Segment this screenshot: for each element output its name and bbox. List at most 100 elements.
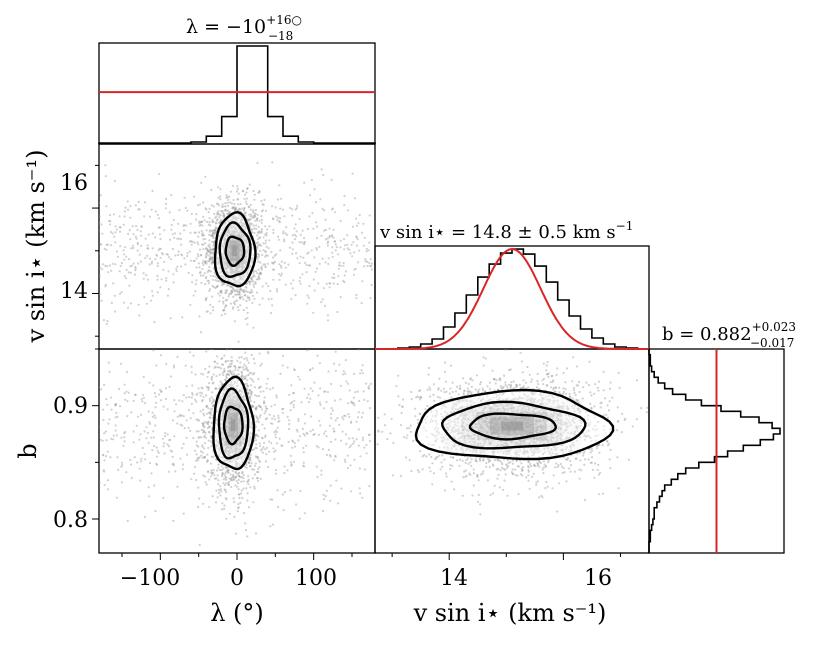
lambda-b-point: [175, 403, 178, 406]
lambda-vsini-point: [271, 205, 274, 208]
lambda-vsini-point: [303, 242, 306, 245]
lambda-vsini-point: [277, 238, 280, 241]
lambda-vsini-point: [238, 290, 241, 293]
lambda-b-point: [245, 382, 248, 385]
lambda-vsini-point: [149, 299, 153, 302]
lambda-vsini-point: [145, 302, 149, 305]
lambda-vsini-point: [204, 207, 207, 210]
lambda-vsini-point: [246, 316, 249, 320]
vsini-b-point: [426, 388, 429, 391]
vsini-b-point: [573, 391, 576, 394]
lambda-b-point: [125, 390, 128, 393]
lambda-vsini-point: [257, 253, 260, 256]
vsini-b-point: [449, 464, 452, 467]
lambda-b-point: [365, 452, 368, 455]
vsini-b-point: [522, 386, 525, 389]
lambda-vsini-point: [211, 306, 215, 309]
lambda-b-point: [257, 435, 260, 438]
lambda-b-point: [217, 483, 220, 486]
lambda-b-point: [254, 408, 258, 411]
lambda-vsini-point: [105, 322, 108, 326]
lambda-b-point: [106, 450, 109, 453]
lambda-vsini-point: [126, 208, 130, 211]
lambda-b-point: [263, 427, 266, 430]
lambda-vsini-point: [158, 226, 161, 229]
lambda-vsini-point: [175, 270, 178, 273]
lambda-b-point: [343, 458, 347, 461]
vsini-b-point: [554, 390, 557, 393]
lambda-b-point: [253, 362, 256, 365]
lambda-vsini-point: [155, 253, 158, 256]
lambda-vsini-point: [134, 265, 137, 269]
lambda-vsini-point: [252, 283, 255, 286]
lambda-vsini-point: [251, 216, 254, 219]
lambda-b-point: [262, 390, 265, 393]
lambda-vsini-point: [216, 227, 219, 230]
lambda-b-point: [342, 370, 345, 373]
lambda-b-point: [254, 394, 257, 397]
lambda-vsini-point: [200, 220, 203, 223]
lambda-vsini-point: [276, 198, 280, 201]
lambda-vsini-point: [135, 224, 138, 228]
lambda-vsini-point: [368, 241, 371, 244]
lambda-b-point: [95, 383, 97, 385]
lambda-b-point: [140, 457, 143, 460]
lambda-b-point: [360, 369, 363, 372]
lambda-b-point: [200, 372, 203, 375]
lambda-vsini-point: [212, 285, 215, 288]
lambda-vsini-point: [196, 253, 199, 256]
lambda-vsini-point: [232, 306, 235, 309]
lambda-b-point: [243, 325, 245, 327]
lambda-b-point: [335, 479, 338, 482]
lambda-b-point: [155, 364, 158, 367]
lambda-vsini-point: [115, 250, 118, 253]
lambda-b-point: [344, 433, 348, 436]
lambda-b-point: [225, 478, 228, 481]
lambda-b-point: [195, 478, 198, 482]
lambda-vsini-point: [128, 229, 131, 232]
lambda-b-point: [208, 399, 212, 402]
vsini-b-point: [507, 465, 510, 468]
lambda-vsini-point: [197, 255, 200, 258]
lambda-vsini-point: [250, 278, 253, 281]
lambda-b-point: [138, 438, 141, 441]
lambda-b-point: [228, 369, 231, 372]
lambda-b-point: [112, 434, 115, 437]
lambda-vsini-point: [118, 226, 121, 229]
lambda-b-point: [205, 421, 208, 425]
lambda-b-point: [361, 438, 364, 442]
lambda-b-point: [195, 400, 198, 403]
lambda-b-point: [245, 463, 248, 466]
lambda-vsini-point: [231, 206, 234, 209]
lambda-b-point: [252, 357, 255, 360]
lambda-b-point: [115, 434, 118, 437]
lambda-b-point: [204, 436, 208, 439]
lambda-b-point: [236, 343, 238, 345]
lambda-vsini-point: [278, 263, 281, 266]
lambda-b-point: [178, 399, 181, 402]
vsini-b-point: [527, 460, 531, 463]
lambda-b-point: [172, 364, 176, 367]
lambda-vsini-point: [328, 227, 331, 230]
lambda-b-point: [108, 370, 111, 373]
lambda-b-point: [262, 400, 266, 403]
vsini-b-point: [617, 487, 620, 490]
lambda-vsini-point: [293, 233, 296, 236]
lambda-vsini-point: [208, 239, 211, 242]
lambda-vsini-point: [251, 276, 254, 279]
lambda-b-point: [353, 458, 356, 461]
lambda-b-point: [281, 364, 284, 367]
lambda-b-point: [207, 420, 210, 423]
lambda-vsini-point: [228, 201, 231, 204]
lambda-b-point: [305, 444, 308, 447]
lambda-vsini-point: [156, 274, 159, 278]
lambda-vsini-point: [199, 254, 203, 257]
lambda-b-point: [283, 471, 286, 475]
lambda-vsini-point: [244, 294, 247, 297]
lambda-b-point: [268, 440, 271, 443]
lambda-vsini-point: [333, 211, 337, 214]
lambda-b-point: [224, 466, 227, 469]
lambda-vsini-point: [184, 206, 187, 210]
lambda-b-point: [103, 459, 106, 462]
lambda-vsini-point: [306, 302, 309, 305]
